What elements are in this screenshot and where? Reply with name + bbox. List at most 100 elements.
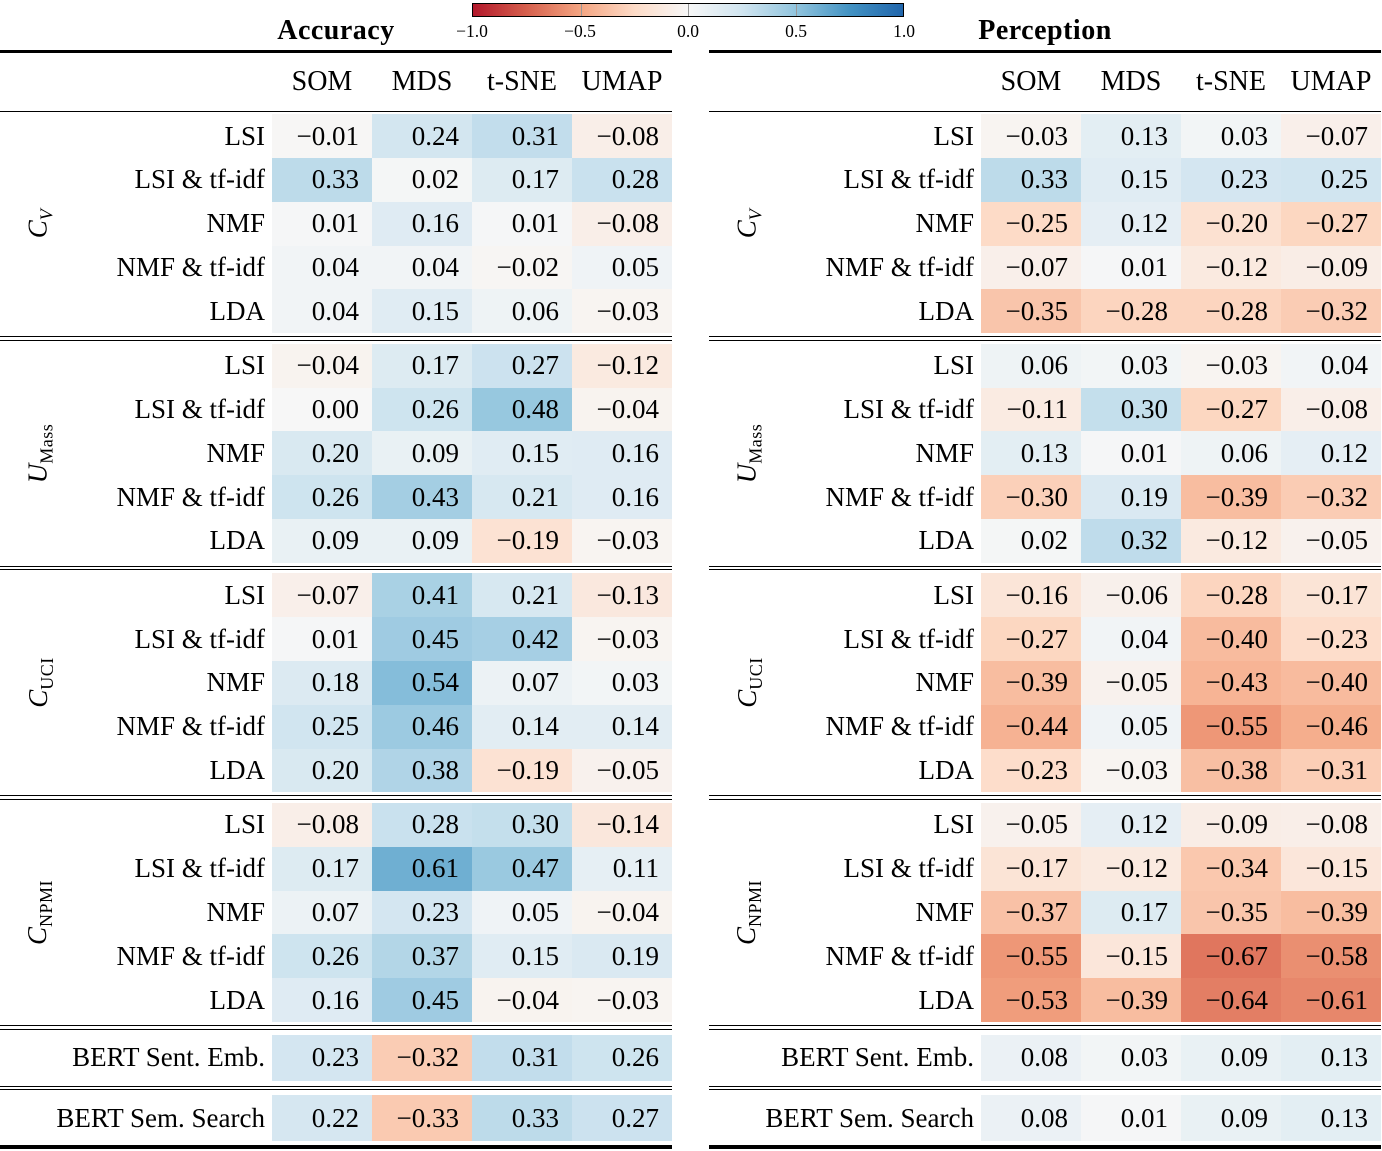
- section-rule: [0, 1025, 672, 1030]
- heatmap-cell: −0.39: [1081, 978, 1181, 1023]
- row-label: LDA: [209, 525, 266, 556]
- panel-title-perception: Perception: [978, 15, 1112, 46]
- heatmap-cell: 0.04: [372, 245, 472, 290]
- group-main: C: [731, 690, 762, 709]
- heatmap-cell: 0.21: [472, 475, 572, 520]
- heatmap-cell: 0.07: [272, 890, 372, 935]
- group-main: C: [731, 220, 762, 239]
- heatmap-cell: −0.27: [1281, 201, 1381, 246]
- section-rule: [709, 1085, 1381, 1091]
- heatmap-cell: 0.01: [272, 617, 372, 662]
- section-rule: [0, 795, 672, 801]
- heatmap-cell: 0.45: [372, 617, 472, 662]
- heatmap-cell: −0.07: [981, 245, 1081, 290]
- table-row: LSI & tf-idf 0.33 0.15 0.23 0.25: [709, 158, 1381, 202]
- heatmap-cell: −0.03: [572, 519, 672, 563]
- row-label: LDA: [918, 984, 975, 1015]
- heatmap-cell: −0.05: [981, 803, 1081, 847]
- group-subscript: NPMI: [745, 880, 766, 928]
- table-row: LSI & tf-idf 0.01 0.45 0.42 −0.03: [0, 617, 672, 662]
- heatmap-cell: −0.27: [981, 617, 1081, 662]
- heatmap-cell: 0.14: [572, 704, 672, 749]
- table-row: LSI & tf-idf 0.17 0.61 0.47 0.11: [0, 846, 672, 891]
- heatmap-cell: −0.07: [1281, 114, 1381, 159]
- heatmap-cell: −0.35: [1181, 890, 1281, 935]
- heatmap-cell: 0.05: [572, 245, 672, 290]
- row-group-label-text: CV: [731, 209, 765, 239]
- heatmap-cell: −0.12: [572, 343, 672, 388]
- header-rule: [709, 110, 1381, 113]
- table-row: LSI −0.07 0.41 0.21 −0.13: [0, 573, 672, 618]
- heatmap-cell: 0.12: [1081, 803, 1181, 847]
- table-row: BERT Sem. Search 0.22 −0.33 0.33 0.27: [0, 1095, 672, 1142]
- heatmap-cell: −0.12: [1181, 519, 1281, 563]
- row-group-label: CNPMI: [715, 801, 779, 1024]
- heatmap-cell: −0.40: [1281, 661, 1381, 705]
- table-row: NMF & tf-idf 0.26 0.37 0.15 0.19: [0, 934, 672, 979]
- heatmap-cell: 0.13: [1281, 1034, 1381, 1081]
- table-row: NMF −0.25 0.12 −0.20 −0.27: [709, 201, 1381, 246]
- heatmap-cell: −0.39: [981, 661, 1081, 705]
- heatmap-cell: 0.24: [372, 114, 472, 159]
- column-header-som: SOM: [1000, 65, 1062, 97]
- row-label: NMF: [915, 667, 974, 698]
- heatmap-cell: 0.25: [1281, 158, 1381, 202]
- heatmap-cell: −0.05: [572, 748, 672, 793]
- column-header-umap: UMAP: [581, 65, 663, 97]
- heatmap-cell: 0.14: [472, 704, 572, 749]
- row-label: LSI: [224, 120, 266, 151]
- table-row: LDA −0.35 −0.28 −0.28 −0.32: [709, 289, 1381, 334]
- colorbar: [472, 3, 904, 17]
- row-label: NMF & tf-idf: [825, 940, 975, 971]
- row-label: LSI: [224, 809, 266, 840]
- heatmap-cell: −0.06: [1081, 573, 1181, 618]
- heatmap-cell: −0.33: [372, 1095, 472, 1142]
- heatmap-cell: 0.15: [372, 289, 472, 334]
- heatmap-cell: −0.30: [981, 475, 1081, 520]
- row-label: LSI & tf-idf: [134, 623, 265, 654]
- heatmap-cell: −0.17: [1281, 573, 1381, 618]
- row-label: BERT Sem. Search: [765, 1102, 974, 1133]
- group-main: C: [22, 690, 53, 709]
- table-row: LDA 0.20 0.38 −0.19 −0.05: [0, 748, 672, 793]
- heatmap-cell: −0.43: [1181, 661, 1281, 705]
- heatmap-cell: 0.12: [1281, 431, 1381, 476]
- heatmap-cell: 0.16: [572, 431, 672, 476]
- column-header-t-sne: t-SNE: [487, 65, 557, 97]
- heatmap-cell: −0.13: [572, 573, 672, 618]
- group-subscript: Mass: [745, 423, 766, 464]
- heatmap-cell: −0.14: [572, 803, 672, 847]
- heatmap-cell: 0.25: [272, 704, 372, 749]
- table-row: LSI & tf-idf 0.33 0.02 0.17 0.28: [0, 158, 672, 202]
- column-header-mds: MDS: [391, 65, 453, 97]
- heatmap-cell: −0.03: [572, 617, 672, 662]
- row-label: NMF: [206, 437, 265, 468]
- row-label: LDA: [209, 755, 266, 786]
- heatmap-cell: 0.06: [981, 343, 1081, 388]
- footer-section: BERT Sem. Search 0.22 −0.33 0.33 0.27: [0, 1091, 672, 1145]
- heatmap-cell: −0.28: [1081, 289, 1181, 334]
- row-label: BERT Sent. Emb.: [72, 1042, 265, 1073]
- heatmap-cell: 0.09: [1181, 1095, 1281, 1142]
- table-row: LSI −0.05 0.12 −0.09 −0.08: [709, 803, 1381, 847]
- heatmap-cell: −0.03: [1181, 343, 1281, 388]
- section-rule: [709, 336, 1381, 341]
- column-header-row: SOM MDS t-SNE UMAP: [709, 53, 1381, 111]
- heatmap-cell: 0.13: [981, 431, 1081, 476]
- heatmap-cell: −0.01: [272, 114, 372, 159]
- heatmap-cell: −0.20: [1181, 201, 1281, 246]
- column-header-mds: MDS: [1100, 65, 1162, 97]
- heatmap-cell: 0.43: [372, 475, 472, 520]
- heatmap-cell: 0.26: [372, 387, 472, 432]
- heatmap-cell: 0.37: [372, 934, 472, 979]
- heatmap-cell: 0.15: [472, 431, 572, 476]
- heatmap-cell: −0.23: [1281, 617, 1381, 662]
- heatmap-cell: −0.03: [1081, 748, 1181, 793]
- heatmap-cell: 0.26: [272, 934, 372, 979]
- row-label: LSI: [224, 579, 266, 610]
- bottom-rule: [0, 1145, 672, 1149]
- heatmap-cell: 0.31: [472, 1034, 572, 1081]
- heatmap-cell: 0.20: [272, 431, 372, 476]
- table-row: LSI & tf-idf −0.17 −0.12 −0.34 −0.15: [709, 846, 1381, 891]
- heatmap-cell: 0.08: [981, 1034, 1081, 1081]
